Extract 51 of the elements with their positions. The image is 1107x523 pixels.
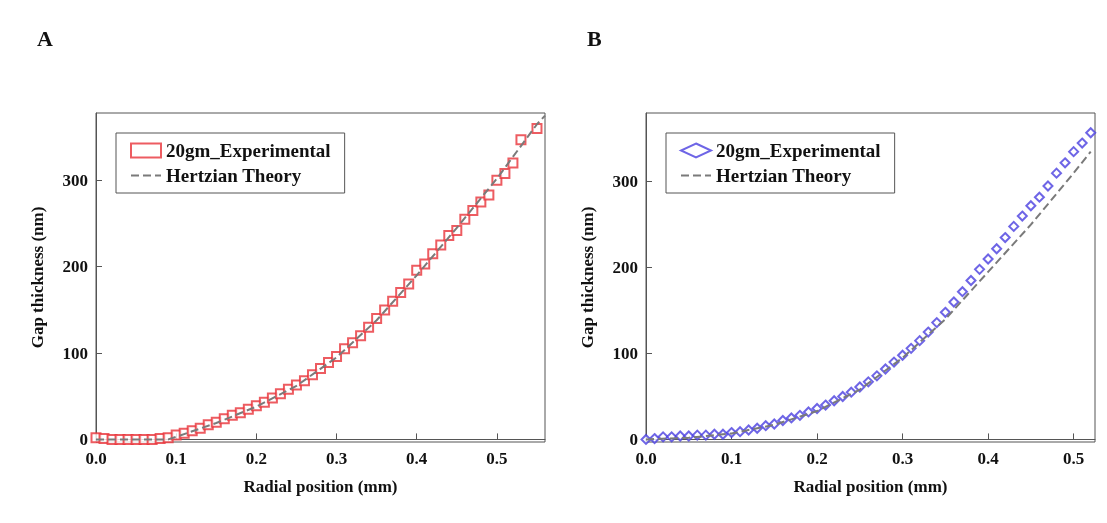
- y-tick-label: 0: [79, 429, 88, 449]
- y-tick-label: 100: [62, 343, 88, 363]
- point: [965, 275, 977, 287]
- point: [999, 232, 1011, 244]
- point: [931, 317, 943, 329]
- point: [1008, 220, 1020, 232]
- y-axis-title: Gap thickness (nm): [28, 206, 47, 349]
- point: [948, 296, 960, 308]
- x-tick-label: 0.2: [806, 449, 828, 468]
- x-tick-label: 0.1: [720, 449, 743, 468]
- y-tick-label: 300: [612, 172, 638, 192]
- x-tick-label: 0.0: [635, 449, 657, 468]
- x-tick-label: 0.4: [977, 449, 1000, 468]
- chart-title: B: [587, 25, 602, 51]
- x-tick-label: 0.1: [165, 449, 187, 468]
- y-tick-label: 100: [612, 344, 638, 364]
- point: [1051, 167, 1063, 179]
- x-tick-label: 0.0: [85, 449, 107, 468]
- chart-title: A: [37, 25, 53, 51]
- x-tick-label: 0.5: [1062, 449, 1085, 468]
- x-tick-label: 0.4: [406, 449, 428, 468]
- point: [1042, 180, 1054, 192]
- legend-label: 20gm_Experimental: [716, 140, 881, 161]
- y-axis-title: Gap thickness (nm): [578, 206, 597, 349]
- point: [1076, 137, 1088, 149]
- x-tick-label: 0.3: [891, 449, 914, 468]
- x-tick-label: 0.3: [325, 449, 348, 468]
- x-axis-title: Radial position (mm): [243, 477, 398, 496]
- x-axis-title: Radial position (mm): [793, 477, 948, 496]
- y-tick-label: 200: [612, 258, 638, 278]
- point: [803, 406, 814, 418]
- point: [939, 306, 951, 318]
- point: [1033, 191, 1045, 203]
- point: [1016, 210, 1028, 222]
- point: [982, 253, 994, 265]
- point: [1085, 127, 1097, 139]
- x-tick-label: 0.5: [486, 449, 508, 468]
- point: [1059, 157, 1071, 169]
- point: [1068, 146, 1080, 158]
- y-tick-label: 200: [62, 257, 88, 277]
- y-tick-label: 0: [629, 429, 638, 449]
- point: [991, 243, 1003, 255]
- point: [1025, 200, 1037, 212]
- x-tick-label: 0.2: [245, 449, 267, 468]
- point: [515, 134, 527, 146]
- legend-label: Hertzian Theory: [166, 165, 302, 186]
- legend-label: Hertzian Theory: [716, 165, 852, 186]
- point: [974, 263, 986, 275]
- y-tick-label: 300: [62, 170, 88, 190]
- legend-label: 20gm_Experimental: [166, 140, 331, 161]
- point: [956, 286, 968, 298]
